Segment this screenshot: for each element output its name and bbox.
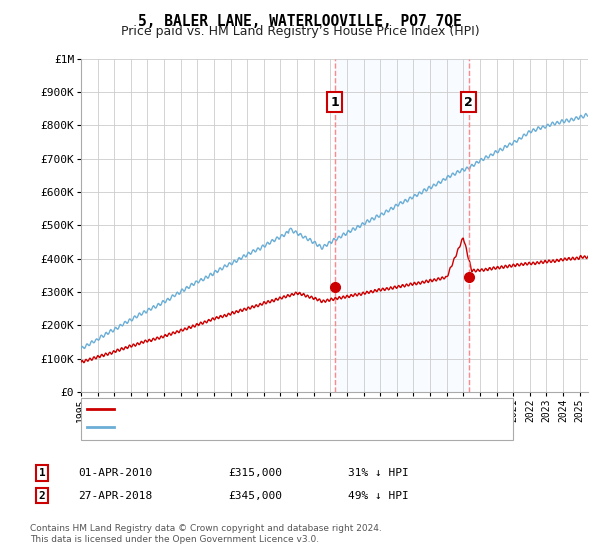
Text: 2: 2	[464, 96, 473, 109]
Text: £345,000: £345,000	[228, 491, 282, 501]
Bar	[335, 59, 469, 392]
Text: 1: 1	[330, 96, 339, 109]
Text: 31% ↓ HPI: 31% ↓ HPI	[348, 468, 409, 478]
Text: 01-APR-2010: 01-APR-2010	[78, 468, 152, 478]
Text: 1: 1	[38, 468, 46, 478]
Text: 2: 2	[38, 491, 46, 501]
Text: 27-APR-2018: 27-APR-2018	[78, 491, 152, 501]
Text: Price paid vs. HM Land Registry’s House Price Index (HPI): Price paid vs. HM Land Registry’s House …	[121, 25, 479, 38]
Text: This data is licensed under the Open Government Licence v3.0.: This data is licensed under the Open Gov…	[30, 535, 319, 544]
Text: £315,000: £315,000	[228, 468, 282, 478]
Text: 5, BALER LANE, WATERLOOVILLE, PO7 7QE (detached house): 5, BALER LANE, WATERLOOVILLE, PO7 7QE (d…	[120, 404, 458, 414]
Text: HPI: Average price, detached house, Winchester: HPI: Average price, detached house, Winc…	[120, 422, 407, 432]
Text: 49% ↓ HPI: 49% ↓ HPI	[348, 491, 409, 501]
Text: 5, BALER LANE, WATERLOOVILLE, PO7 7QE: 5, BALER LANE, WATERLOOVILLE, PO7 7QE	[138, 14, 462, 29]
Text: Contains HM Land Registry data © Crown copyright and database right 2024.: Contains HM Land Registry data © Crown c…	[30, 524, 382, 533]
